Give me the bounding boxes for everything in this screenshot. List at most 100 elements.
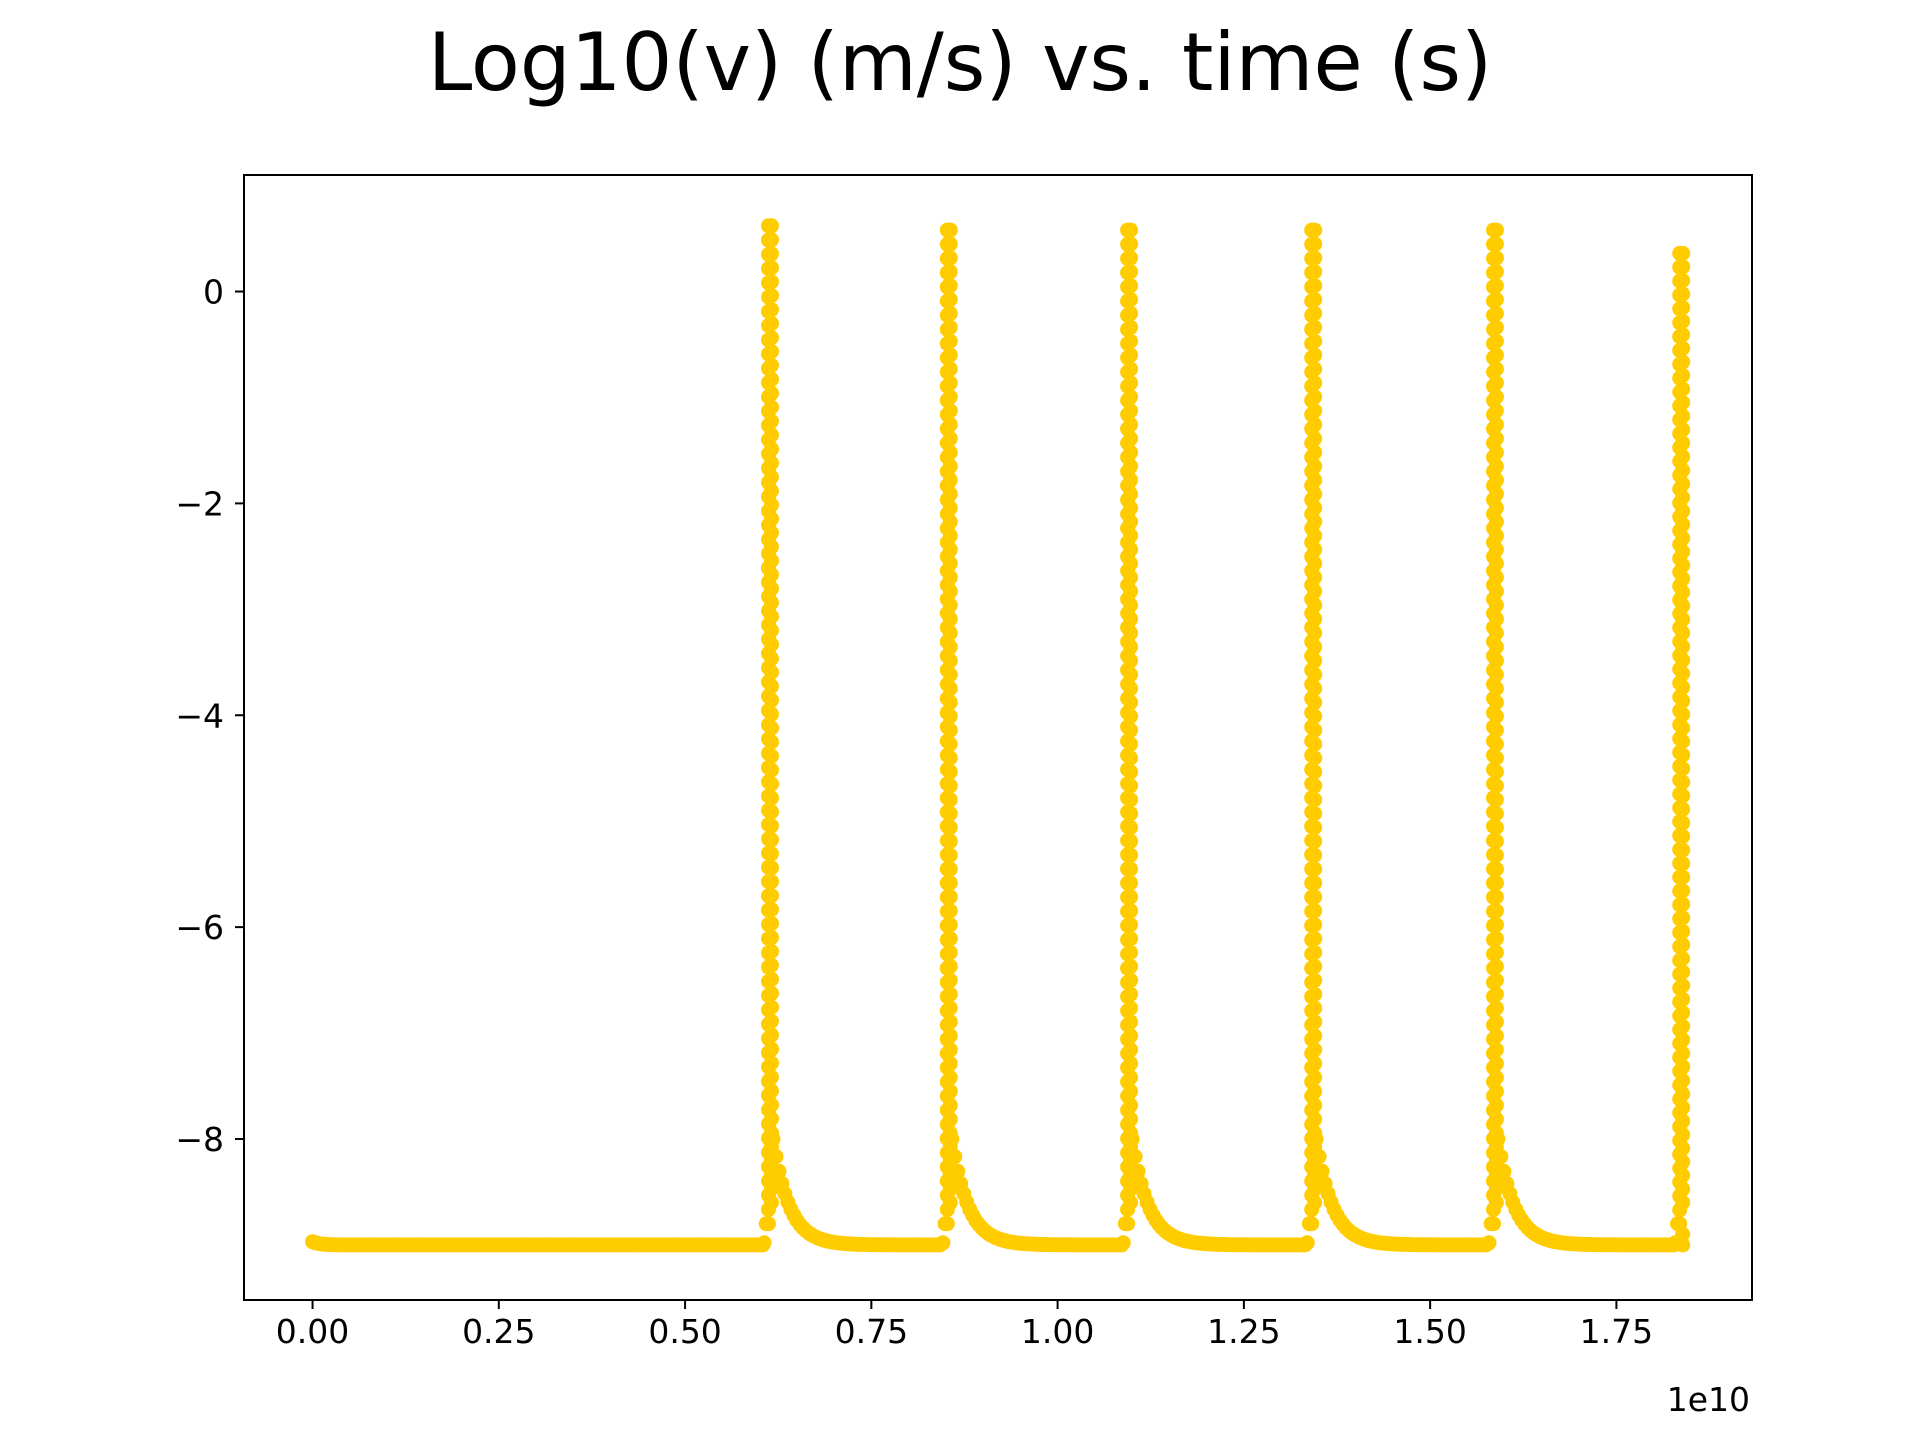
data-point (1488, 750, 1504, 766)
data-point (942, 1070, 958, 1085)
data-point (1123, 861, 1139, 877)
data-point (764, 762, 779, 778)
data-point (942, 820, 958, 835)
data-point (764, 804, 779, 820)
data-point (1488, 792, 1504, 808)
data-point (1307, 625, 1323, 641)
data-point (1123, 903, 1139, 919)
data-point (764, 929, 779, 945)
data-point (1123, 1042, 1139, 1058)
data-point (1675, 747, 1691, 763)
data-point (942, 305, 958, 321)
data-point (942, 389, 958, 405)
data-point (1488, 528, 1504, 544)
data-point (764, 441, 779, 457)
data-point (1123, 972, 1139, 988)
data-point (764, 790, 779, 806)
data-point (942, 375, 958, 391)
data-point (1488, 958, 1504, 974)
data-point (942, 319, 958, 335)
data-point (1123, 806, 1139, 822)
data-point (1123, 236, 1139, 252)
data-point (1120, 1216, 1136, 1232)
data-point (1123, 528, 1139, 544)
data-point (1488, 667, 1504, 683)
data-point (1307, 972, 1323, 988)
data-point (1488, 708, 1504, 724)
data-point (1675, 1237, 1691, 1253)
data-point (764, 999, 779, 1015)
data-point (1123, 958, 1139, 974)
data-point (764, 1111, 779, 1127)
data-point (1307, 431, 1323, 446)
data-point (1314, 1163, 1330, 1179)
data-point (1675, 1018, 1691, 1034)
data-point (1675, 544, 1691, 560)
data-point (764, 1055, 779, 1071)
data-point (942, 833, 958, 849)
data-point (1130, 1163, 1146, 1179)
data-point (1488, 903, 1504, 919)
data-point (1488, 1083, 1504, 1099)
data-point (764, 343, 779, 359)
data-point (764, 330, 779, 345)
x-tick-label: 1.50 (1393, 1312, 1466, 1351)
data-point (764, 553, 779, 569)
data-point (1123, 708, 1139, 724)
data-point (1123, 750, 1139, 766)
data-point (942, 653, 958, 669)
data-point (942, 250, 958, 266)
data-point (1307, 361, 1323, 377)
data-point (1307, 611, 1323, 627)
data-point (1123, 347, 1139, 363)
data-point (1675, 1195, 1691, 1210)
data-point (942, 472, 958, 488)
data-point (1307, 1111, 1323, 1127)
data-point (1123, 1056, 1139, 1072)
data-point (1307, 708, 1323, 724)
data-point (1486, 1216, 1501, 1232)
data-point (1675, 788, 1691, 804)
data-point (764, 399, 779, 415)
data-point (1123, 722, 1139, 738)
data-point (1488, 764, 1504, 780)
data-point (764, 776, 779, 792)
data-point (1675, 1045, 1691, 1061)
data-point (1675, 869, 1691, 885)
data-point (942, 972, 958, 988)
data-point (1304, 1216, 1320, 1232)
data-point (1675, 951, 1691, 966)
data-point (942, 764, 958, 780)
data-point (942, 417, 958, 433)
data-point (1488, 1014, 1504, 1030)
data-point (942, 1083, 958, 1099)
data-point (942, 639, 958, 655)
data-point (1307, 639, 1323, 655)
y-tick-label: −6 (175, 908, 224, 947)
data-point (1307, 750, 1323, 766)
data-point (1307, 986, 1323, 1002)
data-point (1488, 681, 1504, 696)
data-point (1675, 476, 1691, 492)
data-point (1123, 472, 1139, 488)
data-point (1307, 458, 1323, 474)
data-point (942, 583, 958, 599)
data-point (1675, 679, 1691, 695)
data-point (1307, 417, 1323, 433)
data-point (1123, 1111, 1139, 1127)
data-point (1123, 250, 1139, 266)
data-point (1675, 720, 1691, 736)
data-point (1488, 639, 1504, 655)
data-point (947, 1149, 963, 1165)
data-point (942, 611, 958, 627)
data-point (764, 385, 779, 401)
data-point (764, 888, 779, 904)
data-point (1675, 245, 1691, 261)
data-point (1675, 666, 1691, 682)
data-point (764, 316, 779, 331)
data-point (1675, 435, 1691, 451)
data-point (1308, 1131, 1324, 1147)
data-point (942, 847, 958, 863)
data-point (942, 625, 958, 641)
data-point (1675, 300, 1691, 316)
